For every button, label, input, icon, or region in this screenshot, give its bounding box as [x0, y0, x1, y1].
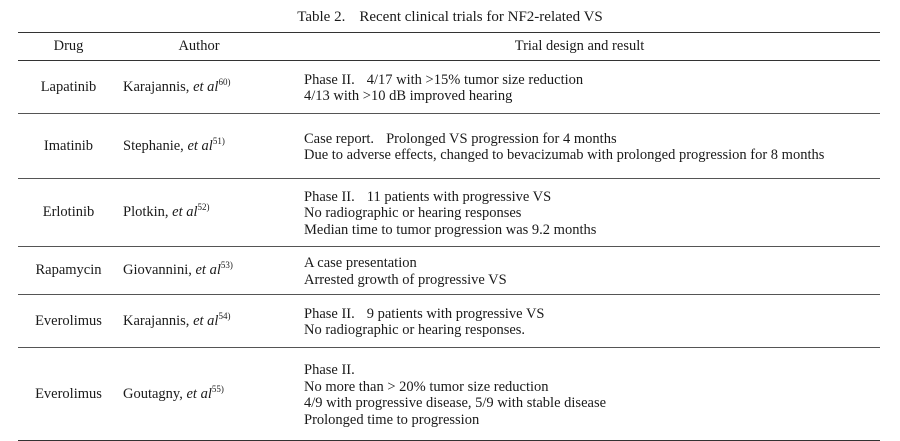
trial-cell: Phase II. No more than > 20% tumor size …	[279, 347, 880, 441]
drug-cell: Everolimus	[18, 294, 119, 348]
header-drug: Drug	[18, 32, 119, 61]
author-etal: et al	[186, 385, 212, 402]
trial-line: Phase II. 11 patients with progressive VS	[304, 189, 870, 206]
trial-line: Phase II. 4/17 with >15% tumor size reduc…	[304, 72, 870, 89]
table-row: Everolimus Goutagny, et al55) Phase II. …	[18, 347, 880, 441]
table-row: Lapatinib Karajannis, et al60) Phase II.…	[18, 60, 880, 114]
author-name: Karajannis,	[123, 312, 190, 329]
trial-line: Prolonged time to progression	[304, 411, 480, 428]
author-name: Giovannini,	[123, 262, 192, 279]
header-author: Author	[119, 32, 279, 61]
author-etal: et al	[193, 312, 219, 329]
author-cell: Karajannis, et al54)	[119, 294, 279, 348]
trial-line: Median time to tumor progression was 9.2…	[304, 221, 597, 238]
trial-lead: Phase II.	[304, 305, 355, 322]
table-row: Erlotinib Plotkin, et al52) Phase II. 11 …	[18, 178, 880, 247]
caption-title: Recent clinical trials for NF2-related V…	[359, 9, 603, 25]
drug-cell: Imatinib	[18, 113, 119, 179]
trial-line: No radiographic or hearing responses	[304, 205, 522, 222]
caption-label: Table 2.	[297, 9, 346, 25]
author-cell: Giovannini, et al53)	[119, 246, 279, 295]
author-name: Karajannis,	[123, 78, 190, 95]
trial-lead-rest: 9 patients with progressive VS	[366, 305, 545, 322]
author-cell: Goutagny, et al55)	[119, 347, 279, 441]
trial-line: Phase II. 9 patients with progressive VS	[304, 306, 870, 323]
drug-cell: Rapamycin	[18, 246, 119, 295]
table-row: Imatinib Stephanie, et al51) Case report…	[18, 113, 880, 179]
trial-cell: A case presentation Arrested growth of p…	[279, 246, 880, 295]
reference-number: 51)	[212, 135, 225, 146]
author-cell: Karajannis, et al60)	[119, 60, 279, 114]
drug-cell: Everolimus	[18, 347, 119, 441]
author-name: Stephanie,	[123, 137, 184, 154]
trial-lead-rest: 4/17 with >15% tumor size reduction	[366, 71, 584, 88]
trial-cell: Case report. Prolonged VS progression for…	[279, 113, 880, 179]
trial-line: No more than > 20% tumor size reduction	[304, 378, 549, 395]
reference-number: 52)	[197, 202, 210, 213]
reference-number: 60)	[218, 76, 231, 87]
trial-line: No radiographic or hearing responses.	[304, 322, 526, 338]
author-etal: et al	[193, 78, 219, 95]
author-etal: et al	[172, 204, 198, 221]
table-caption: Table 2. Recent clinical trials for NF2-r…	[0, 8, 900, 26]
author-etal: et al	[195, 262, 221, 279]
header-trial: Trial design and result	[279, 32, 880, 61]
trial-lead: Phase II.	[304, 71, 355, 88]
trial-lead: Case report.	[304, 130, 375, 147]
author-cell: Plotkin, et al52)	[119, 178, 279, 247]
trial-line: 4/9 with progressive disease, 5/9 with s…	[304, 395, 607, 411]
author-cell: Stephanie, et al51)	[119, 113, 279, 179]
trial-cell: Phase II. 9 patients with progressive VS …	[279, 294, 880, 348]
reference-number: 55)	[211, 383, 224, 394]
trial-lead-rest: 11 patients with progressive VS	[366, 188, 552, 205]
trial-lead-rest: Prolonged VS progression for 4 months	[386, 130, 617, 147]
header-row: Drug Author Trial design and result	[18, 32, 880, 61]
trial-cell: Phase II. 4/17 with >15% tumor size reduc…	[279, 60, 880, 114]
table-row: Everolimus Karajannis, et al54) Phase II…	[18, 294, 880, 348]
clinical-trials-table: Drug Author Trial design and result Lapa…	[18, 32, 880, 441]
drug-cell: Erlotinib	[18, 178, 119, 247]
drug-cell: Lapatinib	[18, 60, 119, 114]
trial-lead: Phase II.	[304, 188, 355, 205]
trial-cell: Phase II. 11 patients with progressive VS…	[279, 178, 880, 247]
trial-line: Phase II.	[304, 362, 355, 378]
author-etal: et al	[187, 137, 213, 154]
trial-line: A case presentation	[304, 255, 417, 271]
author-name: Plotkin,	[123, 204, 169, 221]
trial-line: Arrested growth of progressive VS	[304, 271, 507, 288]
reference-number: 53)	[220, 260, 233, 271]
table-row: Rapamycin Giovannini, et al53) A case pr…	[18, 246, 880, 295]
author-name: Goutagny,	[123, 385, 183, 402]
trial-line: Case report. Prolonged VS progression for…	[304, 131, 870, 148]
reference-number: 54)	[218, 310, 231, 321]
trial-line: Due to adverse effects, changed to bevac…	[304, 147, 825, 163]
trial-line: 4/13 with >10 dB improved hearing	[304, 88, 513, 104]
